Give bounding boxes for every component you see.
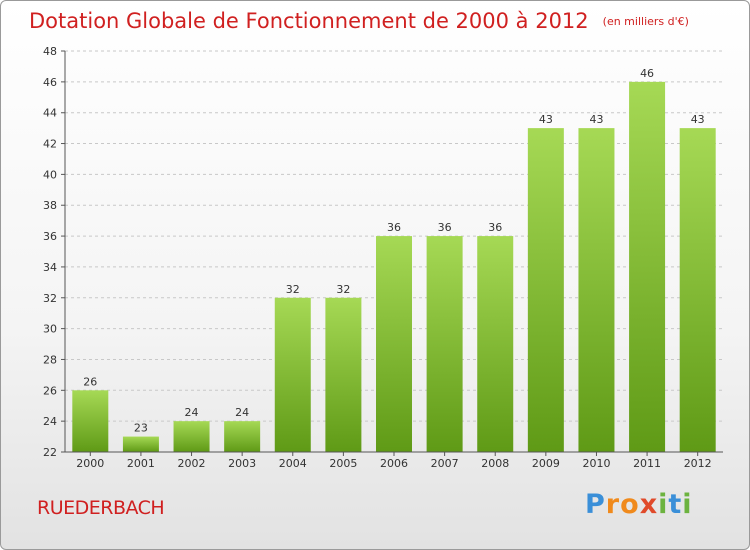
y-tick-label: 22 [43,446,57,459]
logo-letter: i [658,489,669,520]
y-tick-label: 48 [43,45,57,58]
bar-2006 [376,236,412,452]
bar-2009 [527,128,564,452]
x-tick-label: 2003 [228,457,256,470]
bar-2003 [224,421,261,452]
bar-2001 [122,436,159,452]
bar-2008 [477,236,514,452]
x-tick-label: 2002 [178,457,206,470]
y-tick-label: 46 [43,76,57,89]
x-tick-label: 2011 [633,457,661,470]
chart-title: Dotation Globale de Fonctionnement de 20… [29,9,689,33]
bar-value-label: 26 [83,375,97,388]
bar-value-label: 32 [336,283,350,296]
x-tick-label: 2009 [532,457,560,470]
y-tick-label: 24 [43,415,57,428]
logo-letter: i [682,489,693,520]
y-tick-label: 28 [43,353,57,366]
logo-letter: t [668,489,683,520]
y-tick-label: 30 [43,323,57,336]
y-tick-label: 42 [43,138,57,151]
x-tick-label: 2005 [329,457,357,470]
proxiti-logo[interactable]: Proxiti [585,489,693,520]
x-tick-label: 2004 [279,457,307,470]
logo-letter: P [585,489,606,520]
bar-2010 [578,128,615,452]
x-tick-label: 2010 [582,457,610,470]
bar-2005 [325,297,362,452]
bar-value-label: 36 [488,221,502,234]
x-tick-label: 2000 [76,457,104,470]
bar-value-label: 24 [235,406,249,419]
x-tick-label: 2007 [431,457,459,470]
bar-2011 [629,81,666,452]
bar-value-label: 32 [286,283,300,296]
bar-2012 [679,128,716,452]
chart-title-text: Dotation Globale de Fonctionnement de 20… [29,9,589,33]
bar-2004 [274,297,311,452]
commune-name: RUEDERBACH [37,497,165,519]
y-tick-label: 34 [43,261,57,274]
bar-value-label: 43 [691,113,705,126]
y-tick-label: 44 [43,107,57,120]
y-tick-label: 40 [43,168,57,181]
bar-value-label: 43 [589,113,603,126]
logo-letter: o [620,489,640,520]
x-tick-label: 2006 [380,457,408,470]
chart-unit: (en milliers d'€) [602,15,689,28]
bar-2002 [173,421,210,452]
x-tick-label: 2008 [481,457,509,470]
bar-value-label: 36 [387,221,401,234]
y-tick-label: 36 [43,230,57,243]
y-tick-label: 38 [43,199,57,212]
logo-letter: x [639,489,659,520]
bar-value-label: 36 [438,221,452,234]
bar-value-label: 46 [640,67,654,80]
logo-letter: r [605,489,621,520]
bar-value-label: 43 [539,113,553,126]
bar-value-label: 24 [185,406,199,419]
bar-2007 [426,236,463,452]
x-tick-label: 2012 [684,457,712,470]
y-tick-label: 26 [43,384,57,397]
y-tick-label: 32 [43,292,57,305]
bar-value-label: 23 [134,422,148,435]
bar-2000 [72,390,109,452]
x-tick-label: 2001 [127,457,155,470]
